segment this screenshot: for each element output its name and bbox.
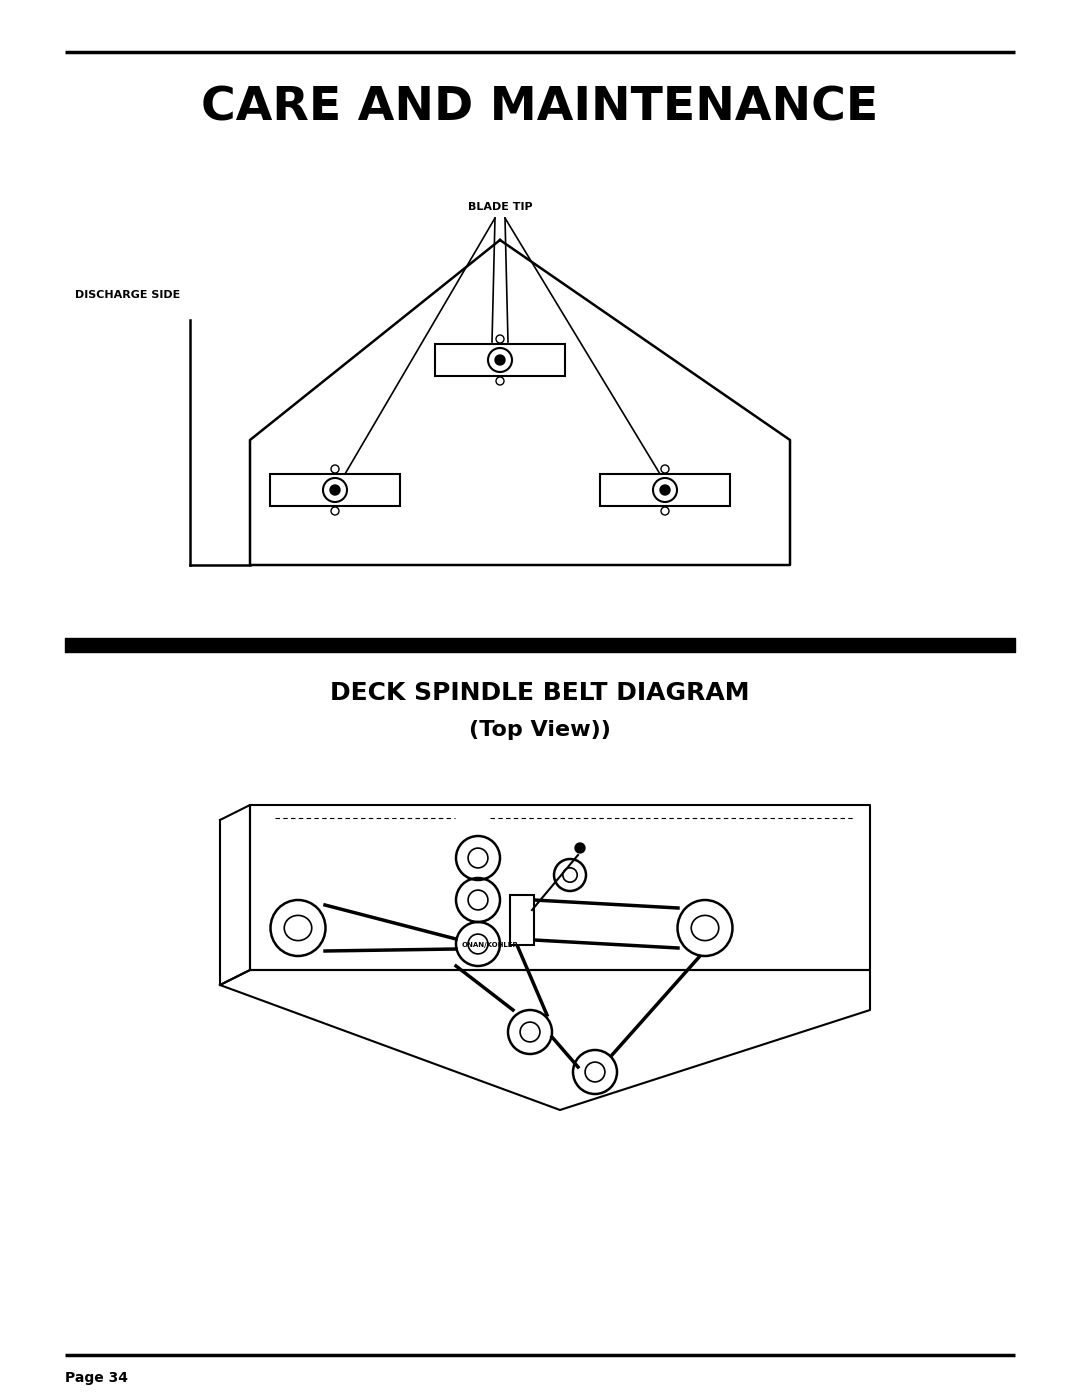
- Bar: [510, 895, 534, 944]
- Text: BLADE TIP: BLADE TIP: [468, 203, 532, 212]
- Bar: [435, 344, 565, 376]
- Bar: [600, 474, 730, 506]
- Ellipse shape: [284, 915, 312, 940]
- Circle shape: [330, 485, 340, 495]
- Ellipse shape: [691, 915, 719, 940]
- Ellipse shape: [677, 900, 732, 956]
- Bar: [270, 474, 400, 506]
- Text: DECK SPINDLE BELT DIAGRAM: DECK SPINDLE BELT DIAGRAM: [330, 680, 750, 705]
- Text: CARE AND MAINTENANCE: CARE AND MAINTENANCE: [201, 85, 879, 130]
- Text: Page 34: Page 34: [65, 1370, 129, 1384]
- Circle shape: [660, 485, 670, 495]
- Text: ONAN/KOHLER: ONAN/KOHLER: [461, 942, 518, 949]
- Circle shape: [575, 842, 585, 854]
- Ellipse shape: [270, 900, 325, 956]
- Text: DISCHARGE SIDE: DISCHARGE SIDE: [75, 291, 180, 300]
- Circle shape: [495, 355, 505, 365]
- Text: (Top View)): (Top View)): [469, 719, 611, 740]
